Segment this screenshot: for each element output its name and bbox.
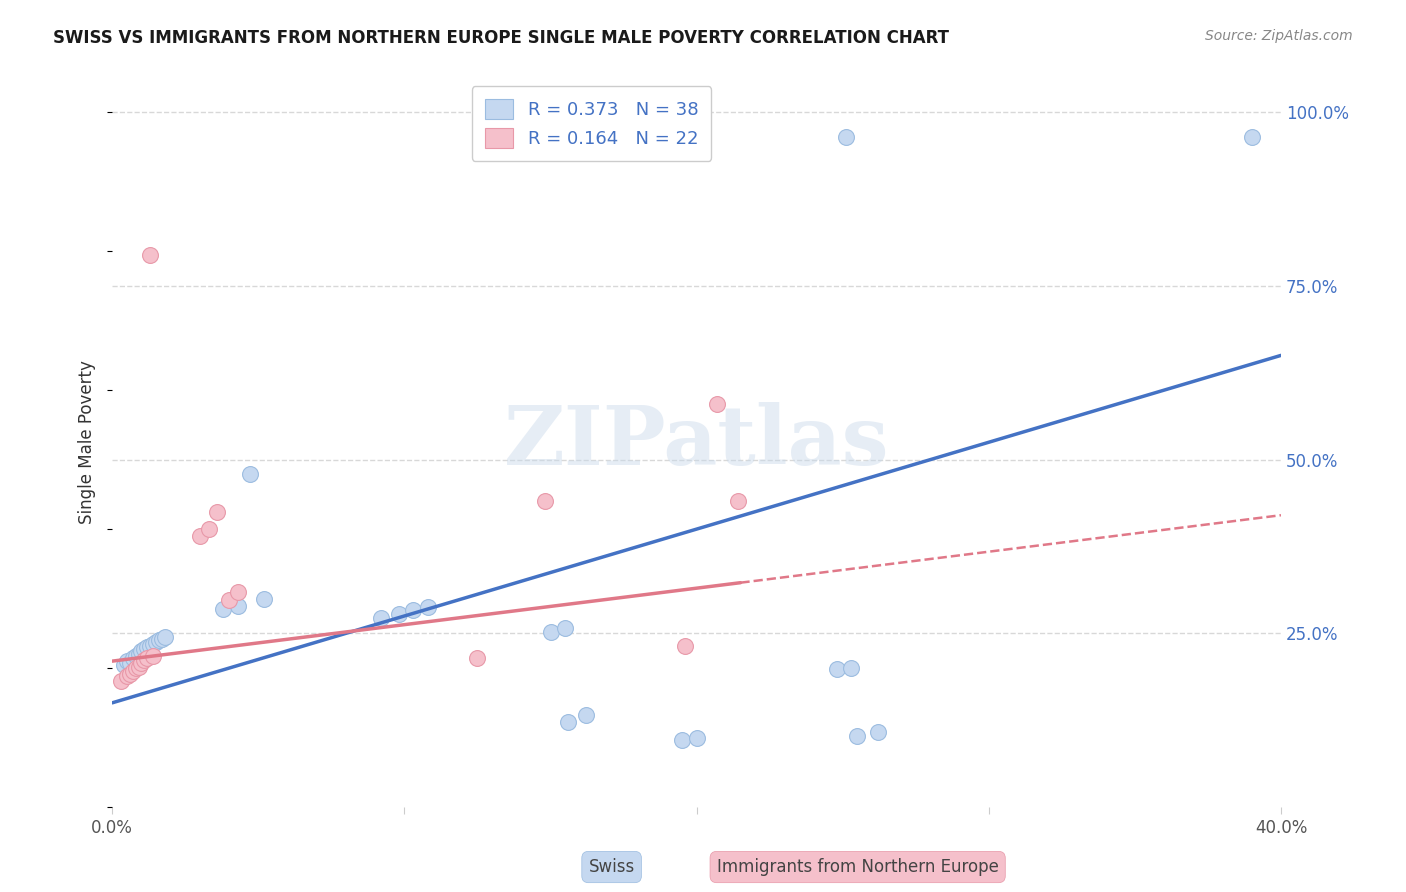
Point xyxy=(128,659,150,673)
Point xyxy=(685,731,707,745)
Legend: R = 0.373   N = 38, R = 0.164   N = 22: R = 0.373 N = 38, R = 0.164 N = 22 xyxy=(472,87,711,161)
Point xyxy=(554,621,576,635)
Point xyxy=(118,656,141,670)
Point xyxy=(121,650,143,665)
Point xyxy=(706,397,728,411)
Point xyxy=(557,715,579,730)
Point xyxy=(136,650,159,665)
Point xyxy=(145,634,167,648)
Point xyxy=(727,494,749,508)
Point xyxy=(124,648,146,663)
Point xyxy=(197,522,219,536)
Point xyxy=(226,584,249,599)
Text: Swiss: Swiss xyxy=(589,858,634,876)
Point xyxy=(834,129,856,144)
Point xyxy=(416,599,439,614)
Point xyxy=(673,639,696,653)
Point xyxy=(188,529,211,543)
Point xyxy=(115,669,138,683)
Point xyxy=(153,630,176,644)
Text: ZIPatlas: ZIPatlas xyxy=(503,402,890,483)
Point xyxy=(370,611,392,625)
Text: SWISS VS IMMIGRANTS FROM NORTHERN EUROPE SINGLE MALE POVERTY CORRELATION CHART: SWISS VS IMMIGRANTS FROM NORTHERN EUROPE… xyxy=(53,29,949,46)
Point xyxy=(136,640,159,655)
Point xyxy=(112,657,135,672)
Point xyxy=(131,643,153,657)
Point xyxy=(1240,129,1263,144)
Point xyxy=(128,647,150,661)
Point xyxy=(387,607,409,621)
Text: Source: ZipAtlas.com: Source: ZipAtlas.com xyxy=(1205,29,1353,43)
Point xyxy=(226,599,249,613)
Point xyxy=(218,593,240,607)
Point xyxy=(841,661,863,675)
Point xyxy=(846,729,869,743)
Point xyxy=(150,632,173,646)
Point xyxy=(134,653,156,667)
Point xyxy=(118,666,141,681)
Point xyxy=(574,708,596,723)
Point xyxy=(540,624,562,639)
Point xyxy=(825,663,848,677)
Point xyxy=(139,639,162,653)
Point xyxy=(207,505,229,519)
Point xyxy=(124,661,146,675)
Point xyxy=(110,673,132,688)
Y-axis label: Single Male Poverty: Single Male Poverty xyxy=(79,360,96,524)
Point xyxy=(142,637,165,651)
Point xyxy=(671,733,693,747)
Point xyxy=(866,725,889,739)
Point xyxy=(148,633,170,648)
Text: Immigrants from Northern Europe: Immigrants from Northern Europe xyxy=(717,858,998,876)
Point xyxy=(212,602,235,616)
Point xyxy=(142,648,165,663)
Point xyxy=(139,247,162,261)
Point xyxy=(131,656,153,670)
Point xyxy=(134,641,156,656)
Point xyxy=(467,650,489,665)
Point xyxy=(402,603,425,617)
Point xyxy=(253,591,276,606)
Point xyxy=(239,467,262,481)
Point xyxy=(121,664,143,678)
Point xyxy=(533,494,555,508)
Point xyxy=(115,654,138,668)
